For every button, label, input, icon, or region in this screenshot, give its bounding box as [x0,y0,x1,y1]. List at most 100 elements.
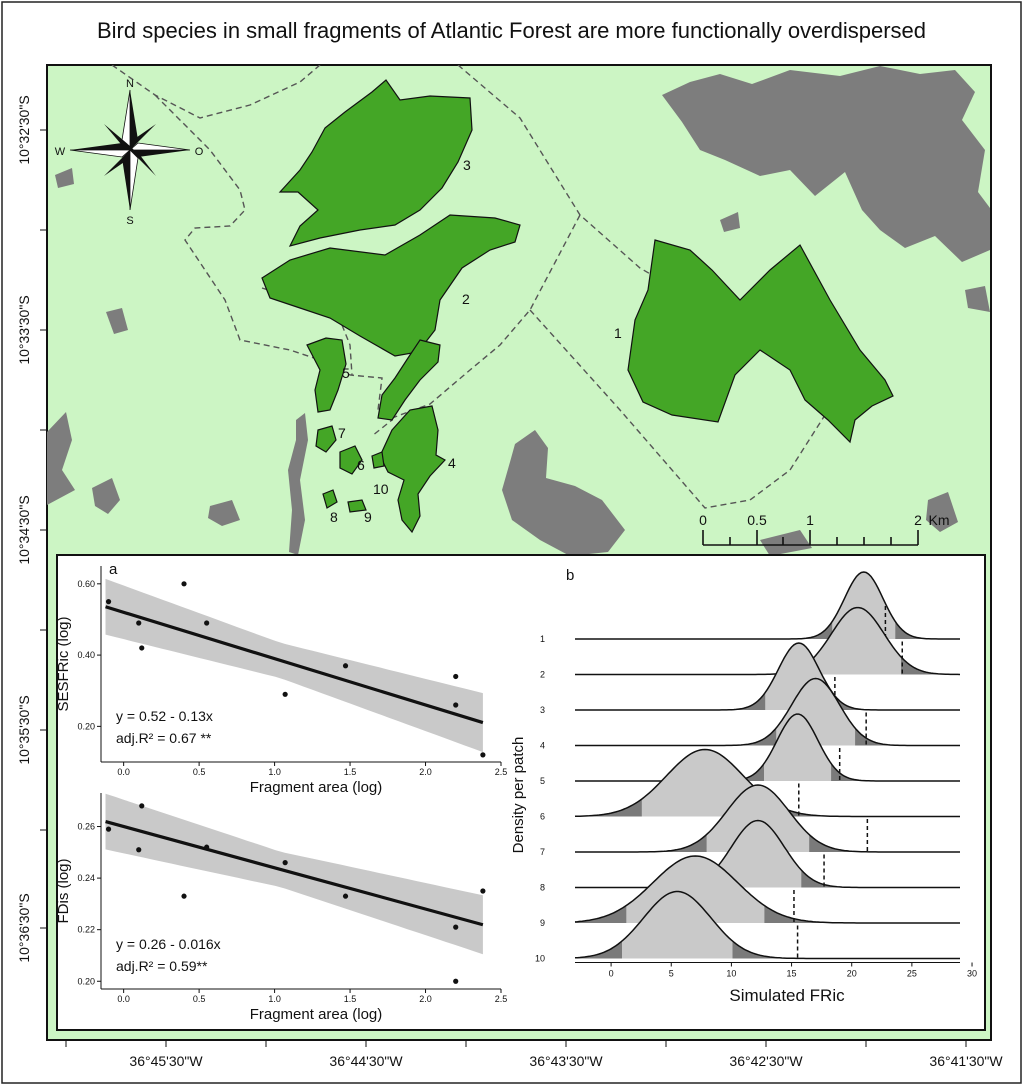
x-tick-label-0: 0 [609,969,614,979]
density-fill-2 [575,607,960,675]
x-tick-label-1: 0.5 [193,767,206,777]
density-tail-low-10 [575,941,622,959]
density-tail-high-5 [831,763,870,781]
scale-tick-05: 0.5 [747,512,767,528]
urban-area-east-3 [926,492,958,532]
density-fill-10 [575,891,960,959]
density-tail-low-4 [731,728,777,746]
x-tick-label-3: 1.5 [344,767,357,777]
density-tail-high-8 [801,870,851,888]
fragment-label-1: 1 [614,325,622,341]
x-tick-label-5: 2.5 [495,994,508,1004]
fragment-label-3: 3 [463,157,471,173]
y-tick-label-3: 0.26 [77,822,95,832]
compass-label-w: W [55,146,66,158]
urban-area-south-1 [208,500,240,526]
urban-areas [47,66,990,556]
fragment-6 [339,445,363,475]
lon-ticks [65,1040,967,1047]
fragment-label-7: 7 [338,425,346,441]
compass-rose-icon [69,89,191,211]
lon-label-2: 36°44'30"W [329,1053,403,1069]
x-tick-label-1: 5 [669,969,674,979]
scatter-fdis: 0.0 0.5 1.0 1.5 2.0 2.5 0.20 0.22 0.24 0.26 Fragme… [55,793,507,1023]
density-tail-low-9 [575,905,627,923]
adjusted-r2: adj.R² = 0.59** [116,958,208,974]
y-tick-label-0: 0.20 [77,721,95,731]
urban-area-center-south [502,430,625,556]
x-tick-label-1: 0.5 [193,994,206,1004]
x-tick-label-6: 30 [967,969,977,979]
fragment-8 [322,489,338,509]
urban-area-east-1 [720,212,740,232]
data-point-8 [453,924,459,930]
urban-area-northeast [662,66,990,262]
x-tick-label-3: 1.5 [344,994,357,1004]
x-tick-label-4: 20 [847,969,857,979]
regression-line [105,605,484,725]
density-tail-high-1 [895,621,932,639]
patch-label-9: 9 [540,918,545,928]
lat-label-1: 10°32'30"S [16,95,32,164]
density-tail-high-2 [901,657,951,675]
y-axis-title: Density per patch [510,737,527,854]
scale-tick-1: 1 [806,512,814,528]
lon-label-4: 36°42'30"W [729,1053,803,1069]
scatter-sesfric: 0.0 0.5 1.0 1.5 2.0 2.5 0.20 0.40 0.60 Fragment a… [55,566,507,796]
density-fill-3 [575,643,960,710]
data-point-7 [342,663,349,669]
data-point-3 [139,645,145,651]
fragment-label-4: 4 [448,455,456,471]
fragment-labels: 1 2 3 4 5 6 7 8 9 10 [330,157,622,525]
patch-label-4: 4 [540,741,545,751]
fragment-label-5: 5 [342,365,350,381]
fragment-7 [315,425,337,453]
lon-label-3: 36°43'30"W [529,1053,603,1069]
density-outline-7 [575,784,960,853]
density-tail-high-9 [764,905,843,923]
compass-label-n: N [126,78,134,90]
y-tick-label-0: 0.20 [77,976,95,986]
panel-a-letter: a [109,561,118,578]
regression-equation: y = 0.52 - 0.13x [116,708,213,724]
scale-unit: Km [929,512,950,528]
x-tick-label-0: 0.0 [117,994,130,1004]
patch-label-7: 7 [540,847,545,857]
y-tick-label-1: 0.40 [77,650,95,660]
x-tick-label-4: 2.0 [419,994,432,1004]
scale-bar [702,530,919,546]
density-fill-8 [575,820,960,888]
data-point-9 [453,702,459,708]
data-point-6 [282,860,288,866]
x-tick-label-2: 10 [726,969,736,979]
density-tail-high-3 [832,692,871,710]
fragment-2-tail [377,339,441,421]
data-point-1 [105,599,112,605]
data-point-1 [105,826,112,832]
density-tail-low-5 [726,763,764,781]
lat-label-5: 10°36'30"S [16,893,32,962]
fragment-label-8: 8 [330,509,338,525]
data-point-10 [480,888,486,894]
fragment-label-6: 6 [357,457,365,473]
x-tick-label-4: 2.0 [419,767,432,777]
fragment-label-9: 9 [364,509,372,525]
patch-label-3: 3 [540,705,545,715]
density-tail-low-1 [796,621,833,639]
y-tick-label-2: 0.60 [77,579,95,589]
fragment-4 [379,405,446,534]
fragment-5 [306,337,347,413]
x-axis-title: Fragment area (log) [250,1006,383,1023]
fragment-label-2: 2 [462,291,470,307]
lat-ticks [40,129,47,929]
y-tick-label-1: 0.22 [77,925,95,935]
regression-equation: y = 0.26 - 0.016x [116,936,221,952]
density-tail-low-7 [648,834,707,852]
figure-title: Bird species in small fragments of Atlan… [96,18,927,43]
data-point-2 [136,620,142,626]
urban-area-west-1 [47,412,75,505]
density-outline-9 [574,855,960,924]
x-axis-title: Fragment area (log) [250,779,383,796]
lat-label-3: 10°34'30"S [16,495,32,564]
